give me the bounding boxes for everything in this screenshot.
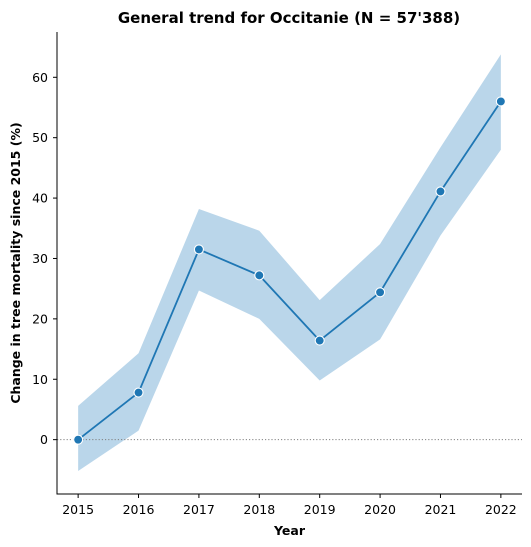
- confidence-band: [78, 54, 501, 472]
- y-tick-label: 10: [32, 372, 48, 387]
- data-point: [193, 244, 204, 255]
- data-point: [314, 335, 325, 346]
- y-tick-label: 40: [32, 191, 48, 206]
- data-point: [375, 287, 386, 298]
- data-point: [73, 434, 84, 445]
- y-tick-label: 20: [32, 311, 48, 326]
- data-point: [133, 387, 144, 398]
- x-tick-label: 2018: [243, 502, 275, 517]
- chart-title: General trend for Occitanie (N = 57'388): [118, 9, 460, 27]
- data-point: [435, 186, 446, 197]
- x-tick-label: 2020: [364, 502, 396, 517]
- data-point: [495, 96, 506, 107]
- data-point: [254, 270, 265, 281]
- series-line: [77, 100, 502, 441]
- y-tick-label: 60: [32, 70, 48, 85]
- x-tick-label: 2021: [425, 502, 457, 517]
- x-axis-label: Year: [273, 523, 306, 538]
- y-tick-label: 50: [32, 130, 48, 145]
- x-tick-label: 2015: [62, 502, 94, 517]
- axes: 2015 2016 2017 2018 2019 2020 2021 2022 0 10 20 30 4…: [32, 32, 522, 517]
- x-tick-label: 2019: [304, 502, 336, 517]
- y-tick-label: 0: [40, 432, 48, 447]
- y-tick-label: 30: [32, 251, 48, 266]
- x-tick-label: 2016: [123, 502, 155, 517]
- plot-area: [57, 54, 522, 472]
- y-axis-label: Change in tree mortality since 2015 (%): [8, 122, 23, 403]
- x-tick-label: 2017: [183, 502, 215, 517]
- x-tick-label: 2022: [485, 502, 517, 517]
